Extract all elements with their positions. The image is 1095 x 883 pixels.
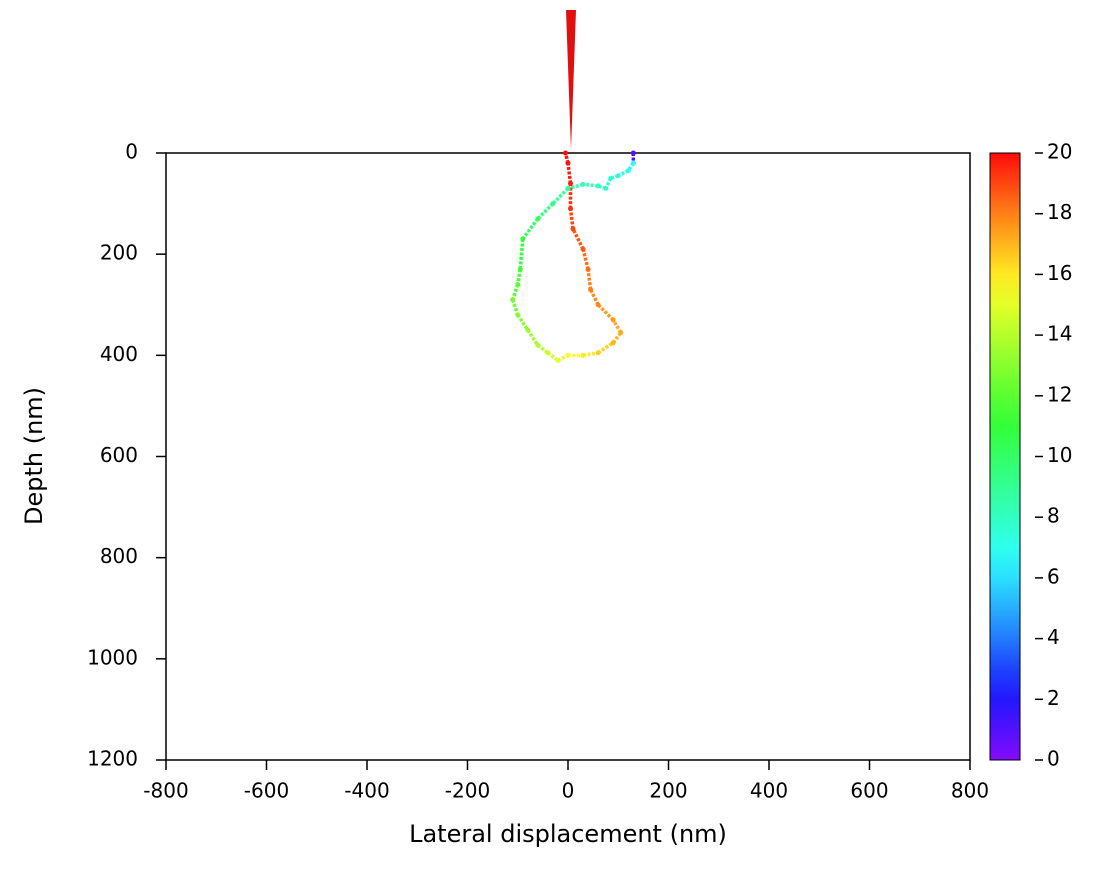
trajectory-segment <box>516 313 530 332</box>
trajectory-segment <box>596 303 615 322</box>
trajectory-point <box>565 160 571 166</box>
trajectory-segment <box>581 248 590 270</box>
trajectory-point <box>610 317 616 323</box>
colorbar-tick-label: 20 <box>1047 140 1072 164</box>
x-axis-label: Lateral displacement (nm) <box>409 820 727 848</box>
y-tick-label: 800 <box>100 544 138 568</box>
trajectory-point <box>545 350 551 356</box>
trajectory-segment <box>568 208 575 230</box>
trajectory-point <box>515 312 521 318</box>
trajectory-point <box>595 183 601 189</box>
trajectory-point <box>525 327 531 333</box>
trajectory-segment <box>589 288 600 306</box>
trajectory-segment <box>518 238 525 270</box>
trajectory-segment <box>511 283 520 301</box>
trajectory-point <box>535 342 541 348</box>
trajectory-point <box>568 180 574 186</box>
trajectory-point <box>562 150 568 156</box>
trajectory-segment <box>536 202 555 220</box>
x-tick-label: 200 <box>649 779 687 803</box>
x-tick-label: 0 <box>562 779 575 803</box>
trajectory-point <box>595 302 601 308</box>
colorbar <box>989 152 1021 761</box>
trajectory-point <box>580 181 586 187</box>
colorbar-tick-label: 6 <box>1047 564 1060 588</box>
y-tick-label: 200 <box>100 241 138 265</box>
plot-frame <box>165 152 971 761</box>
trajectory-point <box>517 266 523 272</box>
trajectory-segment <box>582 182 599 188</box>
trajectory-point <box>618 330 624 336</box>
trajectory-point <box>565 185 571 191</box>
trajectory-point <box>615 173 621 179</box>
x-tick-label: -400 <box>344 779 389 803</box>
trajectory-point <box>608 175 614 181</box>
x-tick-label: -800 <box>143 779 188 803</box>
trajectory-segment <box>526 329 540 347</box>
y-tick-label: 1000 <box>87 645 138 669</box>
colorbar-tick-label: 12 <box>1047 382 1072 406</box>
x-tick-label: 600 <box>850 779 888 803</box>
trajectory-segment <box>582 351 599 358</box>
trajectory-point <box>630 160 636 166</box>
y-tick-label: 0 <box>125 140 138 164</box>
trajectory-segment <box>586 269 593 290</box>
trajectory-point <box>510 297 516 303</box>
trajectory-point <box>595 350 601 356</box>
trajectory-segment <box>521 217 540 241</box>
y-tick-label: 1200 <box>87 747 138 771</box>
colorbar-tick-label: 14 <box>1047 322 1072 346</box>
trajectory-point <box>535 216 541 222</box>
x-tick-label: -600 <box>244 779 289 803</box>
trajectory-point <box>630 150 636 156</box>
trajectory-segment <box>597 341 615 355</box>
colorbar-tick-label: 8 <box>1047 504 1060 528</box>
trajectory-point <box>588 287 594 293</box>
colorbar-tick-label: 16 <box>1047 261 1072 285</box>
colorbar-tick-label: 0 <box>1047 747 1060 771</box>
x-tick-label: -200 <box>445 779 490 803</box>
x-tick-label: 400 <box>750 779 788 803</box>
trajectory-point <box>625 168 631 174</box>
trajectory-point <box>610 340 616 346</box>
trajectory-point <box>550 201 556 207</box>
trajectory-point <box>515 282 521 288</box>
trajectory-segment <box>511 299 520 316</box>
indenter-tip <box>566 10 576 150</box>
trajectory-point <box>555 357 561 363</box>
trajectory-point <box>603 185 609 191</box>
trajectory-segment <box>566 162 573 184</box>
trajectory-point <box>570 226 576 232</box>
y-tick-label: 400 <box>100 342 138 366</box>
trajectory-point <box>585 266 591 272</box>
colorbar-tick-label: 18 <box>1047 200 1072 224</box>
trajectory-segment <box>571 228 585 250</box>
x-tick-label: 800 <box>951 779 989 803</box>
trajectory-point <box>580 246 586 252</box>
y-tick-label: 600 <box>100 443 138 467</box>
trajectory-segment <box>516 269 522 285</box>
y-axis-label: Depth (nm) <box>20 387 48 525</box>
colorbar-tick-label: 10 <box>1047 443 1072 467</box>
trajectory-point <box>568 206 574 212</box>
trajectory-point <box>520 236 526 242</box>
colorbar-tick-label: 2 <box>1047 686 1060 710</box>
colorbar-tick-label: 4 <box>1047 625 1060 649</box>
trajectory-point <box>580 352 586 358</box>
trajectory-segment <box>551 187 570 205</box>
trajectory-segment <box>567 182 584 191</box>
trajectory-point <box>565 352 571 358</box>
